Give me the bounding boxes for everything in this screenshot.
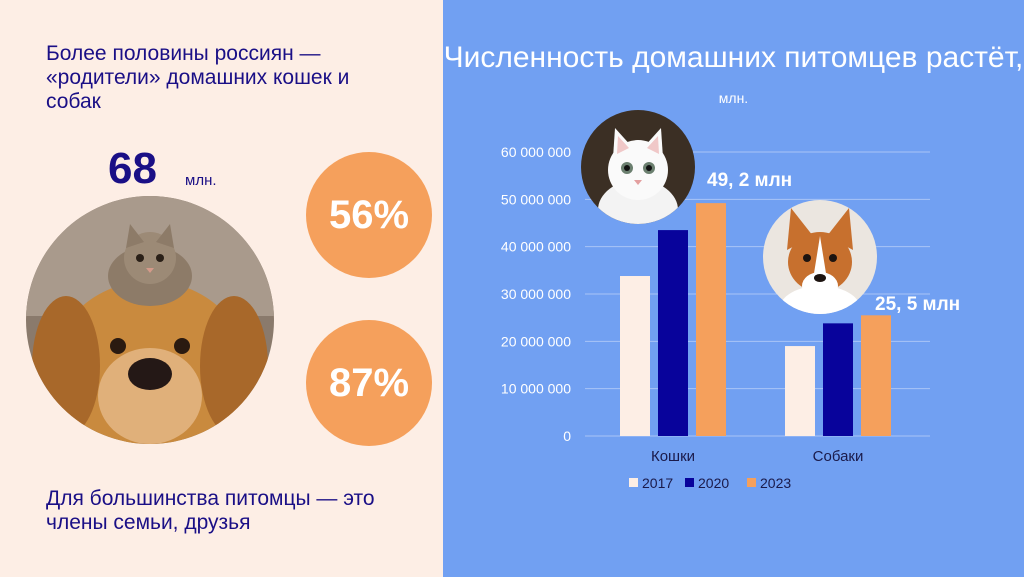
y-tick-label: 10 000 000 bbox=[501, 381, 571, 397]
dog-with-kitten-photo bbox=[26, 196, 274, 444]
bar-2023-0 bbox=[696, 203, 726, 436]
bar-2020-0 bbox=[658, 230, 688, 436]
stat-unit: млн. bbox=[185, 172, 217, 189]
y-tick-label: 60 000 000 bbox=[501, 144, 571, 160]
chart-title-unit: млн. bbox=[718, 90, 749, 106]
percent-badge-top: 56% bbox=[306, 152, 432, 278]
bar-2020-1 bbox=[823, 323, 853, 436]
x-category-label: Кошки bbox=[651, 448, 695, 465]
legend-label: 2020 bbox=[698, 475, 729, 491]
y-tick-label: 40 000 000 bbox=[501, 239, 571, 255]
stat-value: 68 bbox=[108, 144, 157, 193]
legend-label: 2023 bbox=[760, 475, 791, 491]
y-tick-label: 0 bbox=[563, 428, 571, 444]
value-annotation: 49, 2 млн bbox=[707, 170, 792, 191]
value-annotation: 25, 5 млн bbox=[875, 294, 960, 315]
legend-swatch bbox=[685, 478, 694, 487]
intro-text: Более половины россиян — «родители» дома… bbox=[46, 42, 350, 113]
y-tick-label: 20 000 000 bbox=[501, 333, 571, 349]
chart-title: Численность домашних питомцев растёт, мл… bbox=[443, 40, 1024, 116]
outro-text: Для большинства питомцы — это члены семь… bbox=[46, 487, 375, 534]
bar-2017-0 bbox=[620, 276, 650, 436]
legend-swatch bbox=[629, 478, 638, 487]
legend-label: 2017 bbox=[642, 475, 673, 491]
bar-2017-1 bbox=[785, 346, 815, 436]
bar-chart: 0 10 000 000 20 000 000 30 000 000 40 000 00… bbox=[501, 144, 960, 491]
percent-badge-bottom: 87% bbox=[306, 320, 432, 446]
y-tick-label: 30 000 000 bbox=[501, 286, 571, 302]
legend-swatch bbox=[747, 478, 756, 487]
y-tick-label: 50 000 000 bbox=[501, 191, 571, 207]
chart-title-main: Численность домашних питомцев растёт, bbox=[443, 41, 1024, 74]
corgi-photo bbox=[763, 200, 877, 314]
right-panel: Численность домашних питомцев растёт, мл… bbox=[443, 0, 1024, 577]
left-panel: Более половины россиян — «родители» дома… bbox=[0, 0, 443, 577]
white-kitten-photo bbox=[581, 110, 695, 224]
x-category-label: Собаки bbox=[813, 448, 864, 465]
bar-2023-1 bbox=[861, 315, 891, 436]
